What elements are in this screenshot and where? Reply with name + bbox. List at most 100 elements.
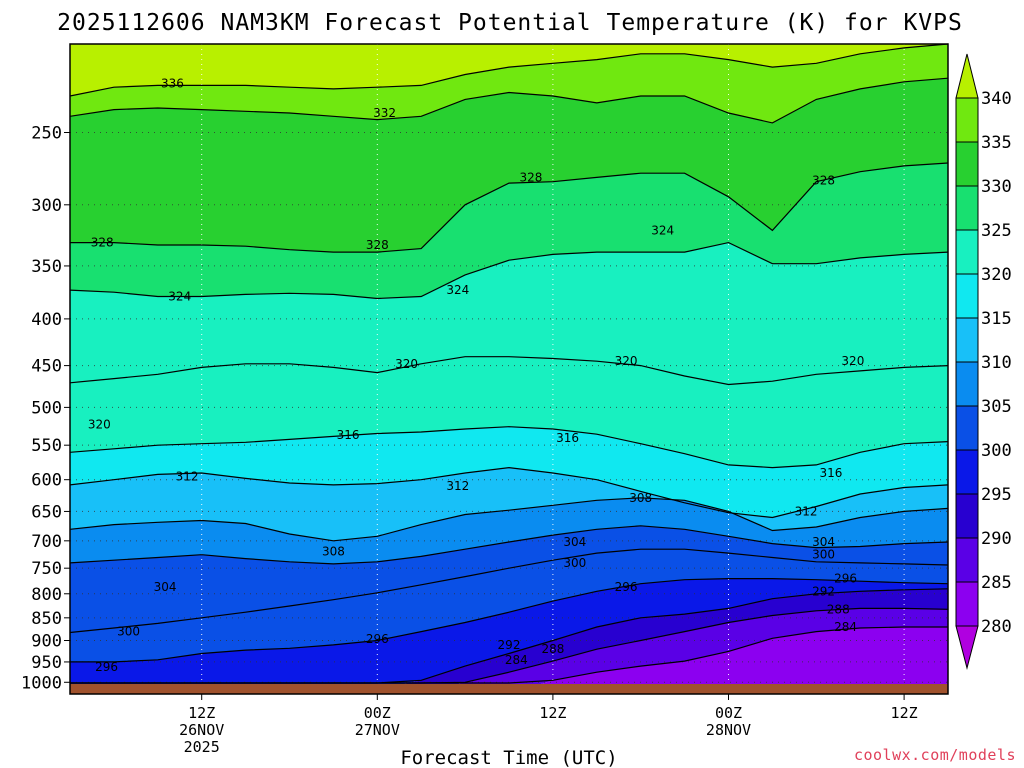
contour-label: 328	[366, 238, 389, 252]
contour-label: 312	[446, 479, 469, 493]
x-tick-label: 26NOV	[179, 721, 224, 739]
contour-label: 308	[629, 491, 652, 505]
contour-label: 312	[795, 504, 818, 518]
theta-band-280	[70, 627, 948, 694]
contour-label: 316	[337, 428, 360, 442]
contour-label: 324	[168, 289, 191, 303]
pressure-axis: 2503003504004505005506006507007508008509…	[21, 123, 70, 693]
contour-label: 320	[841, 354, 864, 368]
colorbar-label: 280	[981, 617, 1012, 637]
contour-label: 316	[556, 431, 579, 445]
y-tick-label: 450	[31, 357, 62, 377]
x-tick-label: 00Z	[364, 704, 391, 722]
x-tick-label: 12Z	[539, 704, 566, 722]
y-tick-label: 750	[31, 559, 62, 579]
y-tick-label: 400	[31, 310, 62, 330]
contour-labels: 336 332 328 328 328 328 324 324 324 320 320 320 320 3…	[88, 77, 865, 674]
contour-label: 284	[505, 653, 528, 667]
y-tick-label: 300	[31, 196, 62, 216]
y-tick-label: 500	[31, 398, 62, 418]
plot-frame	[69, 43, 949, 695]
grid-lines	[70, 44, 948, 694]
y-tick-label: 250	[31, 123, 62, 143]
colorbar-swatch	[955, 537, 979, 583]
colorbar-label: 290	[981, 529, 1012, 549]
theta-band-308	[70, 467, 948, 541]
isentrope-316	[69, 426, 949, 469]
contour-label: 320	[615, 354, 638, 368]
colorbar-min-arrow	[955, 625, 979, 670]
colorbar-label: 320	[981, 265, 1012, 285]
colorbar-label: 285	[981, 573, 1012, 593]
contour-label: 284	[834, 620, 857, 634]
colorbar: 280 285 290 295 300 305 310 315 320 325 330 335 340	[955, 53, 1012, 670]
contour-label: 300	[812, 548, 835, 562]
contour-label: 312	[176, 469, 199, 483]
colorbar-label: 335	[981, 133, 1012, 153]
colorbar-swatch	[955, 449, 979, 495]
x-tick-label: 00Z	[715, 704, 742, 722]
colorbar-label: 305	[981, 397, 1012, 417]
contour-label: 304	[812, 535, 835, 549]
credit-link[interactable]: coolwx.com/models	[854, 746, 1016, 764]
contour-label: 320	[395, 357, 418, 371]
y-tick-label: 700	[31, 532, 62, 552]
colorbar-swatch	[955, 493, 979, 539]
colorbar-label: 295	[981, 485, 1012, 505]
y-tick-label: 950	[31, 653, 62, 673]
ground-strip	[70, 684, 948, 694]
theta-band-336	[70, 44, 948, 96]
contour-label: 304	[154, 580, 177, 594]
contour-label: 324	[651, 223, 674, 237]
contour-label: 292	[498, 638, 521, 652]
x-tick-label: 12Z	[188, 704, 215, 722]
colorbar-swatch	[955, 361, 979, 407]
contour-label: 324	[446, 283, 469, 297]
contour-label: 296	[95, 660, 118, 674]
colorbar-swatch	[955, 405, 979, 451]
colorbar-label: 310	[981, 353, 1012, 373]
y-tick-label: 1000	[21, 673, 62, 693]
y-tick-label: 900	[31, 631, 62, 651]
y-tick-label: 800	[31, 585, 62, 605]
contour-label: 296	[834, 572, 857, 586]
x-tick-label: 27NOV	[355, 721, 400, 739]
theta-band-296	[70, 549, 948, 662]
isentrope-328	[70, 162, 949, 253]
colorbar-max-arrow	[955, 53, 979, 99]
contour-label: 300	[563, 556, 586, 570]
contour-label: 332	[373, 106, 396, 120]
contour-label: 288	[827, 602, 850, 616]
contour-label: 316	[819, 466, 842, 480]
colorbar-swatch	[955, 317, 979, 363]
contour-label: 308	[322, 544, 345, 558]
colorbar-swatch	[955, 273, 979, 319]
y-tick-label: 850	[31, 609, 62, 629]
isentrope-324	[69, 241, 949, 300]
isentrope-300	[69, 548, 949, 634]
y-tick-label: 650	[31, 502, 62, 522]
contour-label: 304	[563, 535, 586, 549]
contour-label: 328	[519, 170, 542, 184]
contour-label: 288	[541, 642, 564, 656]
isentrope-308	[69, 497, 949, 542]
y-tick-label: 550	[31, 436, 62, 456]
isentrope-336	[69, 43, 949, 97]
contour-label: 328	[91, 236, 114, 250]
x-tick-label: 12Z	[891, 704, 918, 722]
colorbar-label: 300	[981, 441, 1012, 461]
contour-label: 292	[812, 584, 835, 598]
theta-band-288	[70, 588, 948, 694]
contour-label: 296	[615, 580, 638, 594]
colorbar-label: 340	[981, 89, 1012, 109]
colorbar-label: 330	[981, 177, 1012, 197]
isentrope-284	[70, 626, 948, 684]
theta-band-332	[70, 44, 948, 123]
contour-label: 336	[161, 77, 184, 91]
x-tick-label: 2025	[184, 738, 220, 756]
x-tick-label: 28NOV	[706, 721, 751, 739]
colorbar-swatch	[955, 97, 979, 143]
contour-label: 328	[812, 173, 835, 187]
